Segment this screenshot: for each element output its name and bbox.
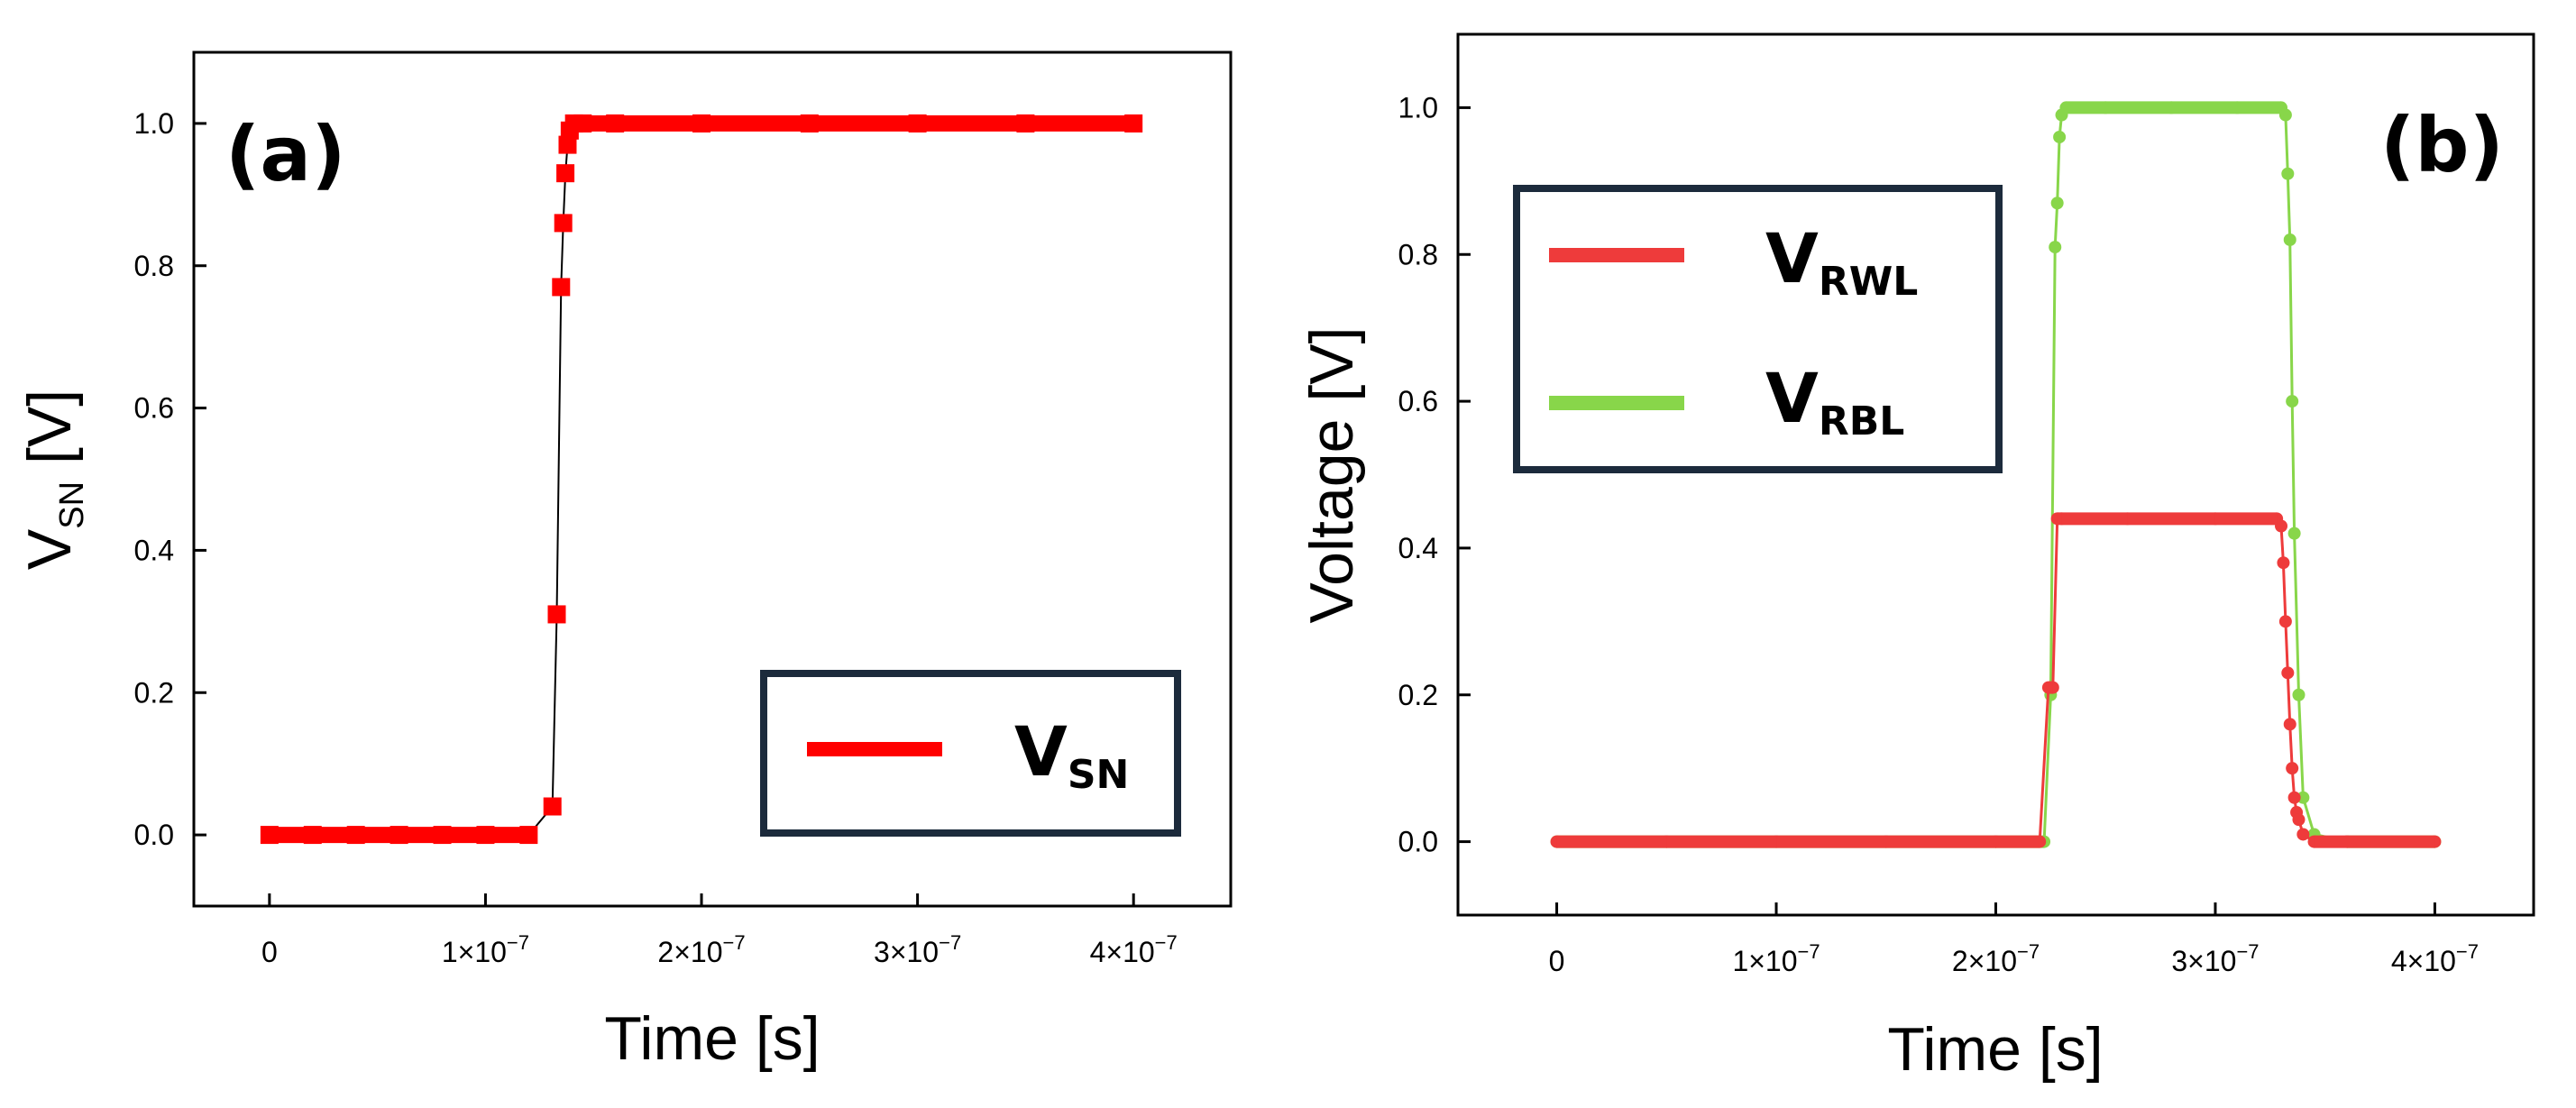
y-tick-label: 0.0: [1398, 826, 1438, 858]
y-tick-label: 0.2: [134, 676, 174, 709]
plot-frame-a: [192, 50, 1233, 908]
data-point-VRWL: [2296, 828, 2310, 841]
data-point-VRBL: [2287, 527, 2301, 540]
data-point-VSN: [547, 605, 566, 624]
x-tick-label: 2×10−7: [1952, 940, 2040, 977]
y-axis-title-a: VSN [V]: [15, 389, 91, 570]
x-tick-label: 0: [261, 936, 278, 968]
y-axis-ticks-b: 0.0 0.2 0.4 0.6 0.8 1.0: [1398, 91, 1471, 858]
data-point-VRWL: [2275, 519, 2288, 533]
data-point-VRBL: [2283, 233, 2296, 246]
data-point-VRBL: [2281, 167, 2295, 180]
legend-label-b-0-sub: RWL: [1819, 259, 1918, 305]
legend-label-a-0-main: V: [1014, 711, 1068, 792]
data-point-VRBL: [2278, 108, 2292, 122]
legend-b: VRWL VRBL: [1513, 185, 2003, 473]
data-point-VRWL: [2292, 813, 2306, 827]
data-point-VSN: [543, 797, 562, 816]
x-axis-ticks-a: 0 1×10−7 2×10−7 3×10−7 4×10−7: [261, 893, 1178, 968]
y-tick-label: 0.6: [1398, 385, 1438, 417]
x-tick-label: 3×10−7: [2171, 940, 2259, 977]
y-axis-title-a-unit: [V]: [15, 389, 84, 481]
svg-text:VSN: VSN: [1014, 711, 1129, 798]
y-axis-title-a-sub: SN: [53, 481, 91, 529]
series-group-b: [1550, 101, 2442, 848]
plot-frame-b: [1456, 32, 2535, 917]
x-axis-title-b: Time [s]: [1887, 1015, 2103, 1084]
data-point-VRWL: [2277, 556, 2290, 570]
x-axis-title-a: Time [s]: [604, 1004, 820, 1073]
svg-text:VRWL: VRWL: [1765, 218, 1918, 305]
y-axis-title-a-main: V: [15, 528, 84, 570]
x-tick-label: 4×10−7: [1090, 931, 1178, 968]
data-point-VRWL: [2281, 666, 2295, 680]
y-tick-label: 0.8: [134, 250, 174, 282]
y-tick-label: 1.0: [134, 107, 174, 140]
data-point-VRWL: [2278, 615, 2292, 628]
data-point-VSN: [552, 278, 571, 297]
x-tick-label: 0: [1549, 945, 1565, 977]
data-point-VSN: [556, 164, 575, 183]
x-tick-label: 2×10−7: [657, 931, 745, 968]
data-point-VRBL: [2049, 241, 2062, 254]
data-point-VRWL: [2287, 791, 2301, 804]
series-group-a: [260, 114, 1143, 845]
y-tick-label: 1.0: [1398, 91, 1438, 124]
svg-text:VRBL: VRBL: [1765, 358, 1904, 444]
legend-label-a-0-sub: SN: [1068, 752, 1130, 798]
svg-text:VSN [V]: VSN [V]: [15, 389, 91, 570]
data-point-VRBL: [2053, 130, 2067, 143]
data-point-VRWL: [2286, 762, 2299, 775]
legend-box-b: [1513, 185, 2003, 473]
y-tick-label: 0.0: [134, 819, 174, 851]
y-tick-label: 0.2: [1398, 679, 1438, 711]
data-point-VRBL: [2296, 791, 2310, 804]
panel-a: 0.0 0.2 0.4 0.6 0.8 1.0 0 1×10−7 2×10−7 3×10−7 4×…: [15, 50, 1233, 1073]
x-axis-ticks-b: 0 1×10−7 2×10−7 3×10−7 4×10−7: [1549, 902, 2479, 977]
data-point-VRBL: [2286, 395, 2299, 408]
data-point-VSN: [554, 214, 573, 233]
y-tick-label: 0.4: [1398, 532, 1438, 564]
data-point-VRBL: [2292, 688, 2306, 701]
panel-b: 0.0 0.2 0.4 0.6 0.8 1.0 0 1×10−7 2×10−7 3×10−7 4×…: [1297, 32, 2535, 1084]
data-point-VRWL: [2283, 718, 2296, 731]
legend-label-b-1-main: V: [1765, 358, 1819, 438]
x-tick-label: 4×10−7: [2391, 940, 2479, 977]
panel-label-b: (b): [2380, 101, 2504, 189]
x-tick-label: 1×10−7: [1732, 940, 1820, 977]
y-tick-label: 0.4: [134, 534, 174, 566]
y-axis-ticks-a: 0.0 0.2 0.4 0.6 0.8 1.0: [134, 107, 206, 851]
legend-label-b-0-main: V: [1765, 218, 1819, 298]
x-tick-label: 3×10−7: [874, 931, 961, 968]
y-tick-label: 0.8: [1398, 238, 1438, 270]
x-tick-label: 1×10−7: [442, 931, 529, 968]
data-point-VSN: [558, 135, 577, 154]
legend-label-b-1-sub: RBL: [1819, 398, 1904, 444]
data-point-VRBL: [2050, 197, 2064, 210]
panel-label-a: (a): [225, 110, 345, 198]
legend-a: VSN: [760, 670, 1181, 837]
y-tick-label: 0.6: [134, 392, 174, 425]
y-axis-title-b: Voltage [V]: [1297, 327, 1366, 624]
